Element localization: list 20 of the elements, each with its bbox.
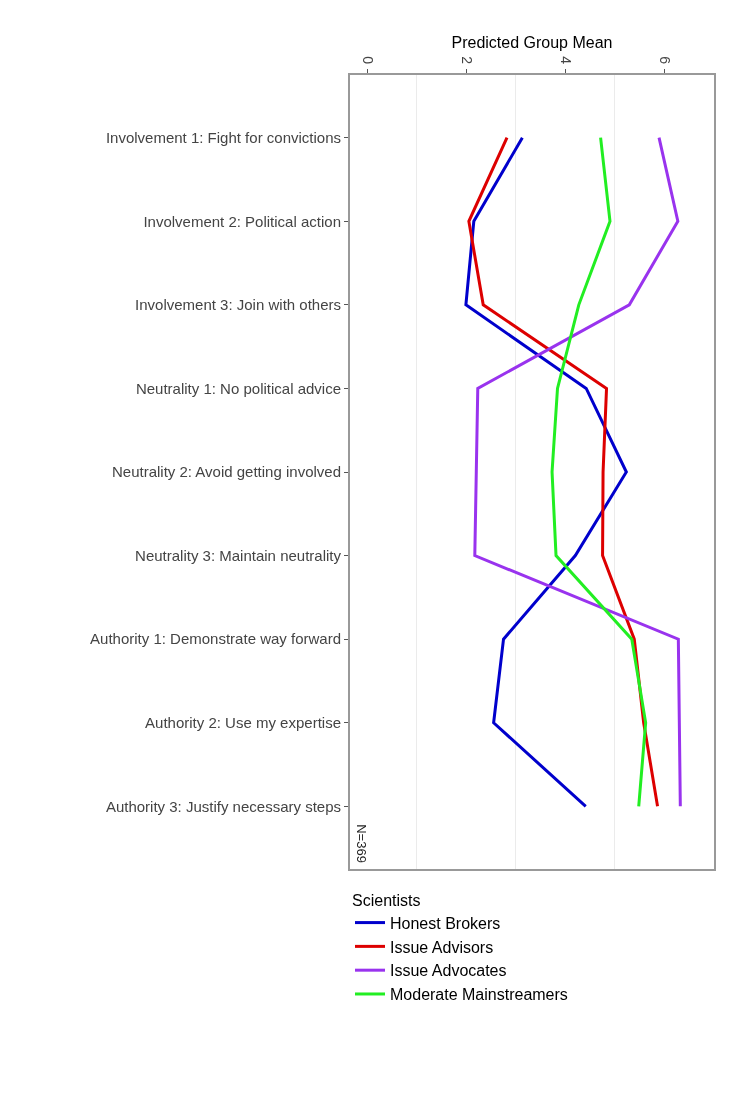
y-tick-label: Involvement 2: Political action (143, 212, 341, 230)
x-axis-title: Predicted Group Mean (451, 33, 613, 51)
x-tick-label: 4 (557, 56, 574, 65)
y-tick-label: Neutrality 1: No political advice (135, 379, 341, 397)
y-tick-label: Neutrality 3: Maintain neutrality (135, 546, 342, 564)
y-tick-label: Authority 3: Justify necessary steps (105, 797, 341, 815)
legend-label: Issue Advisors (390, 938, 494, 956)
y-tick-label: Authority 1: Demonstrate way forward (90, 630, 341, 648)
y-tick-label: Neutrality 2: Avoid getting involved (111, 463, 341, 481)
legend-label: Issue Advocates (390, 962, 507, 980)
y-tick-label: Involvement 1: Fight for convictions (105, 128, 341, 146)
annotation: N=369 (353, 824, 369, 863)
y-tick-label: Authority 2: Use my expertise (145, 713, 341, 731)
x-tick-label: 6 (656, 56, 673, 65)
y-tick-label: Involvement 3: Join with others (135, 296, 341, 314)
legend-label: Honest Brokers (390, 914, 501, 932)
legend-label: Moderate Mainstreamers (390, 986, 568, 1004)
x-tick-label: 2 (458, 56, 475, 65)
x-tick-label: 0 (359, 56, 376, 65)
legend-title: Scientists (352, 891, 421, 909)
